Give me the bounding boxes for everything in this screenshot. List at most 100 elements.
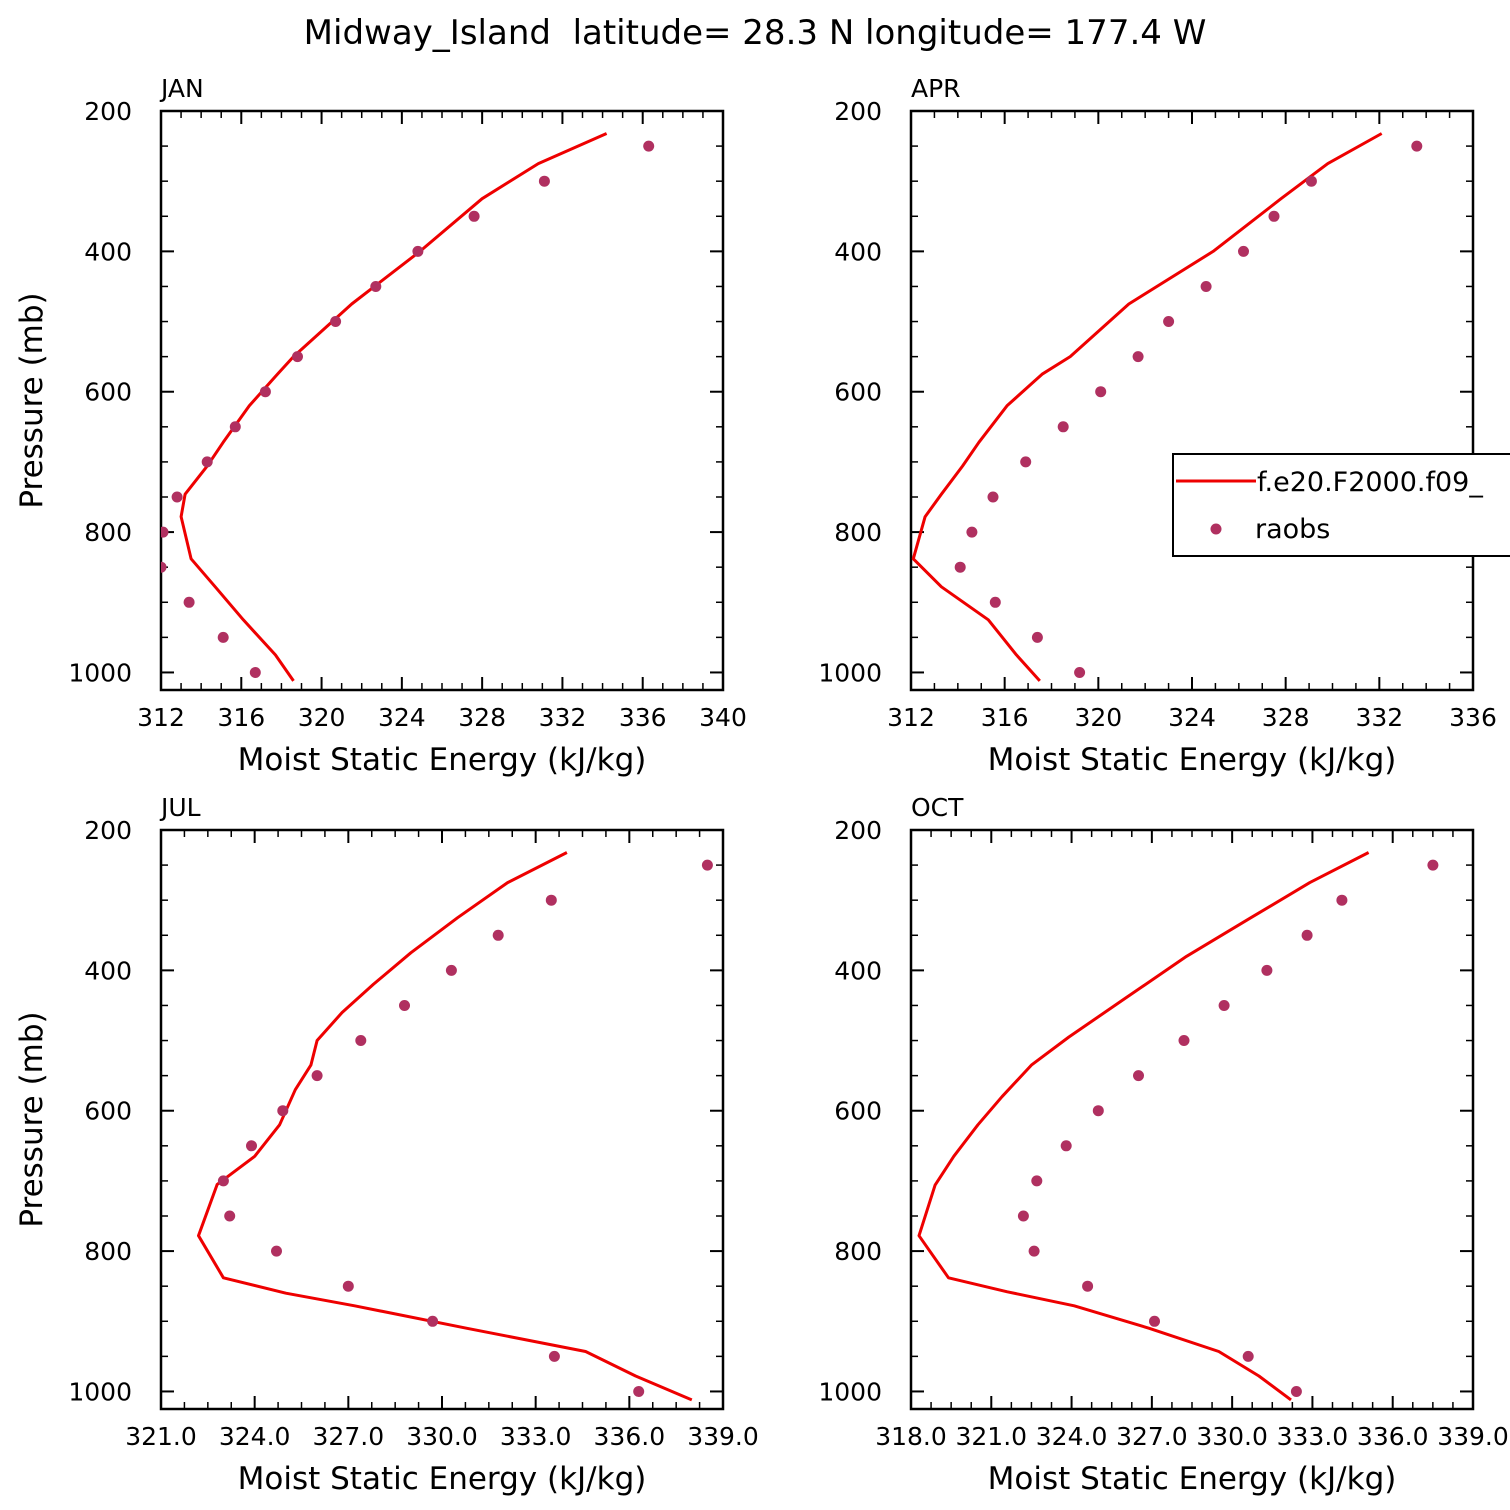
ticks: [160, 829, 724, 1409]
data-layer: [197, 851, 713, 1402]
y-axis-label: Pressure (mb): [14, 1011, 50, 1227]
obs-point: [412, 245, 424, 257]
y-tick-label: 1000: [818, 1377, 882, 1406]
model-series-line: [179, 132, 608, 682]
obs-point: [1074, 667, 1086, 678]
y-axis-label: Pressure (mb): [14, 292, 50, 508]
y-tick-label: 200: [834, 816, 882, 845]
x-axis-label: Moist Static Energy (kJ/kg): [238, 742, 647, 778]
obs-point: [330, 316, 342, 327]
x-tick-label: 328: [458, 703, 506, 732]
obs-point: [1149, 1315, 1160, 1327]
obs-point: [277, 1105, 289, 1117]
x-axis-label: Moist Static Energy (kJ/kg): [988, 742, 1397, 778]
panel-oct: OCT 318.0 321.0 324.0 327.0 330.0 333.0 336.0 33…: [818, 793, 1508, 1497]
obs-point: [311, 1070, 323, 1082]
y-tick-label: 400: [834, 237, 882, 266]
x-tick-label: 324: [1168, 703, 1216, 732]
x-tick-label: 321.0: [955, 1422, 1027, 1451]
panel-jan: JAN 312 316 320 324 328 332 336 340 200 400 600 800 1…: [14, 74, 747, 778]
x-tick-label: 339.0: [687, 1422, 759, 1451]
obs-point: [633, 1386, 645, 1397]
obs-point: [445, 964, 457, 976]
obs-point: [1163, 316, 1175, 327]
obs-point: [1218, 1000, 1230, 1011]
obs-point: [1200, 281, 1212, 292]
y-tick-label: 800: [834, 1237, 882, 1266]
obs-point: [545, 894, 557, 906]
obs-point: [643, 140, 655, 152]
x-tick-label: 336: [619, 703, 667, 732]
obs-point: [1060, 1140, 1072, 1152]
x-tick-label: 330.0: [406, 1422, 478, 1451]
legend-obs-marker: [1210, 523, 1222, 535]
obs-point: [1242, 1350, 1254, 1362]
plot-frame: [159, 109, 725, 692]
obs-point: [1133, 1070, 1144, 1082]
obs-point: [355, 1035, 367, 1046]
obs-point: [161, 561, 167, 573]
obs-point: [987, 491, 999, 503]
obs-point: [171, 491, 183, 503]
y-tick-label: 200: [84, 816, 132, 845]
obs-point: [1031, 631, 1043, 643]
obs-point: [399, 1000, 410, 1011]
obs-point: [427, 1315, 439, 1327]
obs-point: [1178, 1035, 1190, 1046]
x-tick-label: 327.0: [1116, 1422, 1188, 1451]
obs-point: [1020, 456, 1032, 468]
x-tick-label: 324.0: [1036, 1422, 1108, 1451]
obs-point: [183, 596, 195, 608]
obs-point: [1301, 929, 1313, 941]
obs-point: [701, 859, 713, 871]
panel-apr: APR 312 316 320 324 328 332 336 200 400 600 800 1000…: [818, 74, 1496, 778]
obs-point: [492, 929, 504, 941]
x-tick-label: 320: [298, 703, 346, 732]
model-series-line: [197, 851, 693, 1402]
obs-point: [1290, 1386, 1302, 1397]
obs-point: [1057, 421, 1069, 433]
x-tick-label: 332: [1355, 703, 1403, 732]
panel-jul: JUL 321.0 324.0 327.0 330.0 333.0 336.0 339.0 20…: [14, 793, 759, 1497]
x-tick-label: 336.0: [594, 1422, 666, 1451]
y-tick-label: 400: [834, 956, 882, 985]
obs-point: [989, 596, 1001, 608]
obs-point: [217, 631, 229, 643]
x-tick-label: 332: [539, 703, 587, 732]
panel-label: JAN: [159, 74, 204, 103]
obs-point: [246, 1140, 257, 1152]
x-tick-label: 312: [887, 703, 935, 732]
legend-box: [1172, 453, 1510, 557]
x-tick-label: 330.0: [1196, 1422, 1268, 1451]
y-tick-label: 600: [834, 378, 882, 407]
y-tick-label: 800: [84, 1237, 132, 1266]
y-tick-label: 600: [84, 378, 132, 407]
ticks: [910, 829, 1474, 1409]
obs-point: [1411, 140, 1423, 152]
obs-point: [1132, 351, 1144, 363]
y-tick-label: 200: [834, 97, 882, 126]
x-tick-label: 340: [699, 703, 747, 732]
obs-point: [1238, 245, 1249, 257]
obs-point: [292, 351, 303, 363]
y-tick-label: 1000: [818, 658, 882, 687]
y-tick-label: 800: [834, 518, 882, 547]
data-layer: [917, 851, 1439, 1402]
x-tick-label: 324: [378, 703, 426, 732]
obs-point: [217, 1175, 229, 1187]
x-axis-label: Moist Static Energy (kJ/kg): [238, 1461, 647, 1497]
legend-obs-label: raobs: [1255, 514, 1330, 545]
data-layer: [161, 132, 655, 682]
obs-point: [1082, 1280, 1094, 1292]
y-tick-label: 800: [84, 518, 132, 547]
obs-point: [259, 386, 271, 398]
x-tick-label: 312: [137, 703, 185, 732]
obs-point: [1092, 1105, 1104, 1117]
obs-point: [1427, 859, 1439, 871]
x-tick-label: 339.0: [1437, 1422, 1509, 1451]
y-tick-label: 600: [834, 1097, 882, 1126]
obs-point: [249, 667, 261, 678]
x-tick-label: 336.0: [1357, 1422, 1429, 1451]
x-tick-label: 327.0: [313, 1422, 385, 1451]
